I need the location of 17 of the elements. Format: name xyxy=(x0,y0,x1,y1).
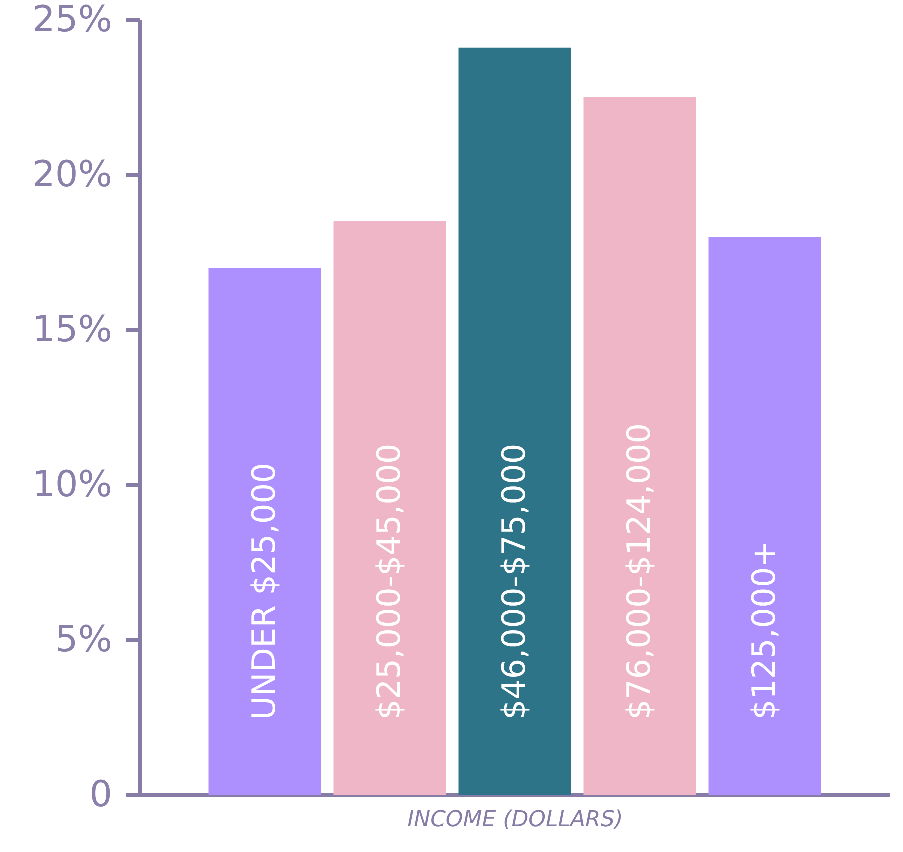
y-tick-label: 15% xyxy=(32,310,112,350)
bar xyxy=(334,222,446,795)
x-tick-label: $125,000+ xyxy=(745,540,783,720)
y-tick-label: 10% xyxy=(32,464,112,506)
x-tick-label: UNDER $25,000 xyxy=(245,463,283,720)
x-tick-label: $46,000-$75,000 xyxy=(495,444,533,720)
y-tick-label: 20% xyxy=(32,154,112,196)
x-axis-title: INCOME (DOLLARS) xyxy=(408,808,624,832)
x-tick-label: $76,000-$124,000 xyxy=(620,423,658,720)
bar xyxy=(458,48,572,795)
y-tick-label: 25% xyxy=(32,0,112,40)
x-tick-label: $25,000-$45,000 xyxy=(370,444,408,720)
bar xyxy=(208,268,322,795)
y-tick-label: 0 xyxy=(90,774,112,816)
bar xyxy=(708,237,822,795)
y-tick-label: 5% xyxy=(55,620,112,660)
bar xyxy=(584,98,696,795)
